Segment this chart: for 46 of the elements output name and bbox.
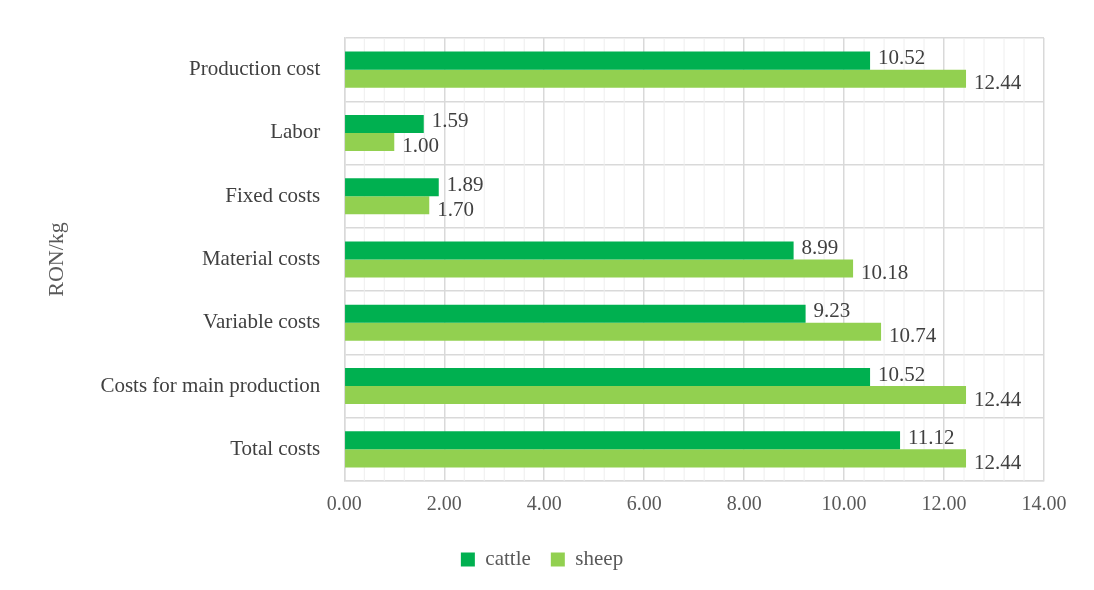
x-tick-label: 6.00 bbox=[626, 492, 662, 515]
y-tick-label: Total costs bbox=[230, 435, 321, 460]
y-tick-label: Variable costs bbox=[203, 309, 321, 334]
y-tick-label: Production cost bbox=[189, 56, 321, 81]
y-tick-label: Costs for main production bbox=[100, 372, 321, 397]
bar bbox=[345, 132, 395, 151]
bar bbox=[345, 322, 882, 341]
y-axis-title: RON/kg bbox=[42, 222, 68, 297]
x-tick-label: 2.00 bbox=[426, 492, 462, 515]
legend-label: sheep bbox=[575, 546, 624, 571]
bar bbox=[345, 304, 806, 323]
data-label: 12.44 bbox=[974, 70, 1022, 95]
x-tick-label: 12.00 bbox=[921, 492, 967, 515]
data-label: 9.23 bbox=[813, 298, 851, 323]
bar bbox=[345, 51, 871, 70]
x-tick-label: 14.00 bbox=[1021, 492, 1067, 515]
data-label: 1.59 bbox=[431, 108, 469, 133]
bar bbox=[345, 259, 854, 278]
y-tick-label: Material costs bbox=[201, 246, 321, 271]
bar bbox=[345, 69, 967, 88]
data-label: 12.44 bbox=[974, 449, 1022, 474]
x-tick-label: 4.00 bbox=[526, 492, 562, 515]
data-label: 8.99 bbox=[801, 235, 839, 259]
y-tick-label: Fixed costs bbox=[225, 182, 321, 207]
data-label: 10.52 bbox=[878, 45, 926, 70]
data-label: 12.44 bbox=[974, 386, 1022, 411]
x-tick-label: 10.00 bbox=[821, 492, 867, 515]
bar bbox=[345, 386, 967, 405]
bar bbox=[345, 368, 871, 387]
x-tick-label: 8.00 bbox=[726, 492, 762, 515]
data-label: 1.89 bbox=[446, 171, 484, 196]
data-label: 10.74 bbox=[889, 323, 937, 348]
bar bbox=[345, 196, 430, 215]
bar bbox=[345, 178, 439, 197]
bar bbox=[345, 114, 424, 133]
data-label: 10.52 bbox=[878, 361, 926, 386]
data-label: 1.70 bbox=[437, 196, 475, 221]
x-tick-label: 0.00 bbox=[326, 492, 362, 515]
legend-label: cattle bbox=[485, 546, 531, 571]
bar bbox=[345, 449, 967, 468]
data-label: 11.12 bbox=[908, 424, 955, 449]
data-label: 1.00 bbox=[402, 133, 440, 158]
bar bbox=[345, 241, 794, 260]
data-label: 10.18 bbox=[861, 260, 909, 285]
bar bbox=[345, 431, 901, 450]
y-tick-label: Labor bbox=[270, 119, 321, 144]
